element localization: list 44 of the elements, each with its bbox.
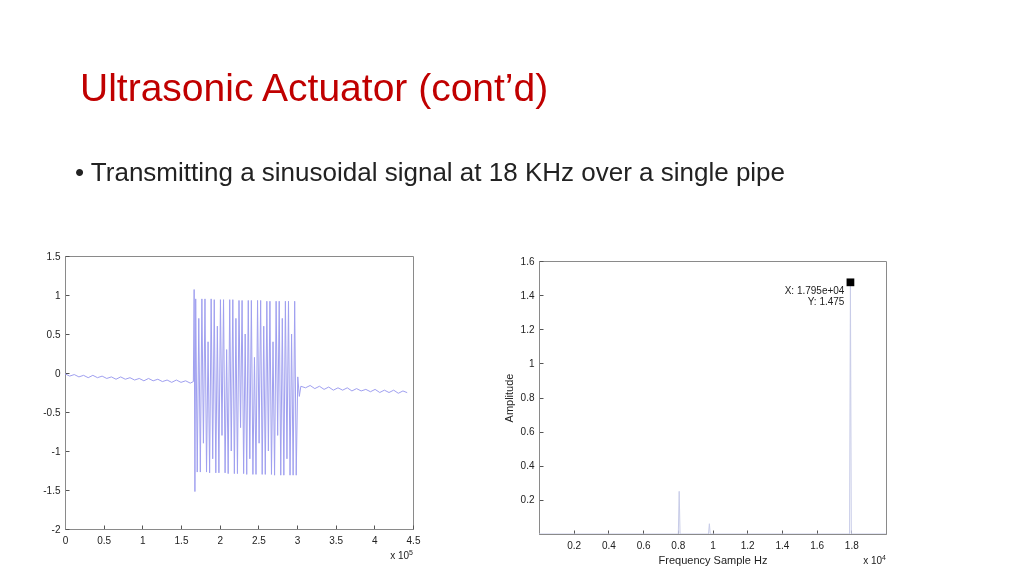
x-tick-label: 1.6 xyxy=(810,539,825,551)
x-tick-label: 3 xyxy=(294,534,301,546)
y-tick-label: 0.4 xyxy=(520,460,535,472)
annotation: X: 1.795e+04 xyxy=(784,285,845,297)
y-tick-label: -2 xyxy=(51,523,61,535)
y-tick-label: 1 xyxy=(528,357,535,369)
chart-title: Ultrasonic Actuator (cont’d) xyxy=(80,65,549,111)
x-tick-label: 1.5 xyxy=(174,534,189,546)
x-tick-label: 1.2 xyxy=(740,539,756,551)
y-tick-label: -1 xyxy=(51,445,61,457)
x-tick-label: 0.8 xyxy=(671,539,686,551)
y-tick-label: -1.5 xyxy=(43,484,61,496)
y-tick-label: 1.5 xyxy=(46,250,61,262)
y-tick-label: 0.8 xyxy=(520,392,535,403)
y-tick-label: 1 xyxy=(54,289,61,301)
x-tick-label: 4 xyxy=(372,534,379,546)
text: x 10$^{5}$ xyxy=(390,549,413,562)
y-tick-label: 1.4 xyxy=(520,289,535,301)
x-axis-title: Frequency Sample Hz xyxy=(658,553,768,566)
x-tick-label: 0.2 xyxy=(567,539,582,551)
x-tick-label: 3.5 xyxy=(329,534,344,546)
y-tick-label: 0.6 xyxy=(520,426,535,438)
line-series xyxy=(65,289,408,493)
y-tick-label: 0.5 xyxy=(46,328,61,340)
annotation: Y: 1.475 xyxy=(807,296,845,308)
x-tick-label: 1.8 xyxy=(844,539,860,551)
x-tick-label: 0.6 xyxy=(636,539,651,551)
y-tick-label: 0.2 xyxy=(520,494,535,506)
y-tick-label: -0.5 xyxy=(43,406,61,418)
x-tick-label: 1.4 xyxy=(775,539,790,551)
chart-subtitle: • Transmitting a sinusoidal signal at 18 KHz over a single pipe xyxy=(75,157,786,187)
x-tick-label: 1 xyxy=(710,539,717,551)
y-tick-label: 1.2 xyxy=(520,323,535,335)
x-tick-label: 2 xyxy=(217,534,224,546)
y-tick-label: 0 xyxy=(54,367,61,379)
x-tick-label: 0 xyxy=(62,534,69,546)
y-axis-title: Amplitude xyxy=(502,373,515,423)
text: x 10$^{4}$ xyxy=(863,554,886,567)
x-tick-label: 0.5 xyxy=(97,534,112,546)
x-tick-label: 4.5 xyxy=(406,534,421,546)
x-tick-label: 2.5 xyxy=(251,534,267,546)
x-tick-label: 0.4 xyxy=(601,539,617,551)
y-tick-label: 1.6 xyxy=(520,255,535,267)
x-tick-label: 1 xyxy=(140,534,147,546)
